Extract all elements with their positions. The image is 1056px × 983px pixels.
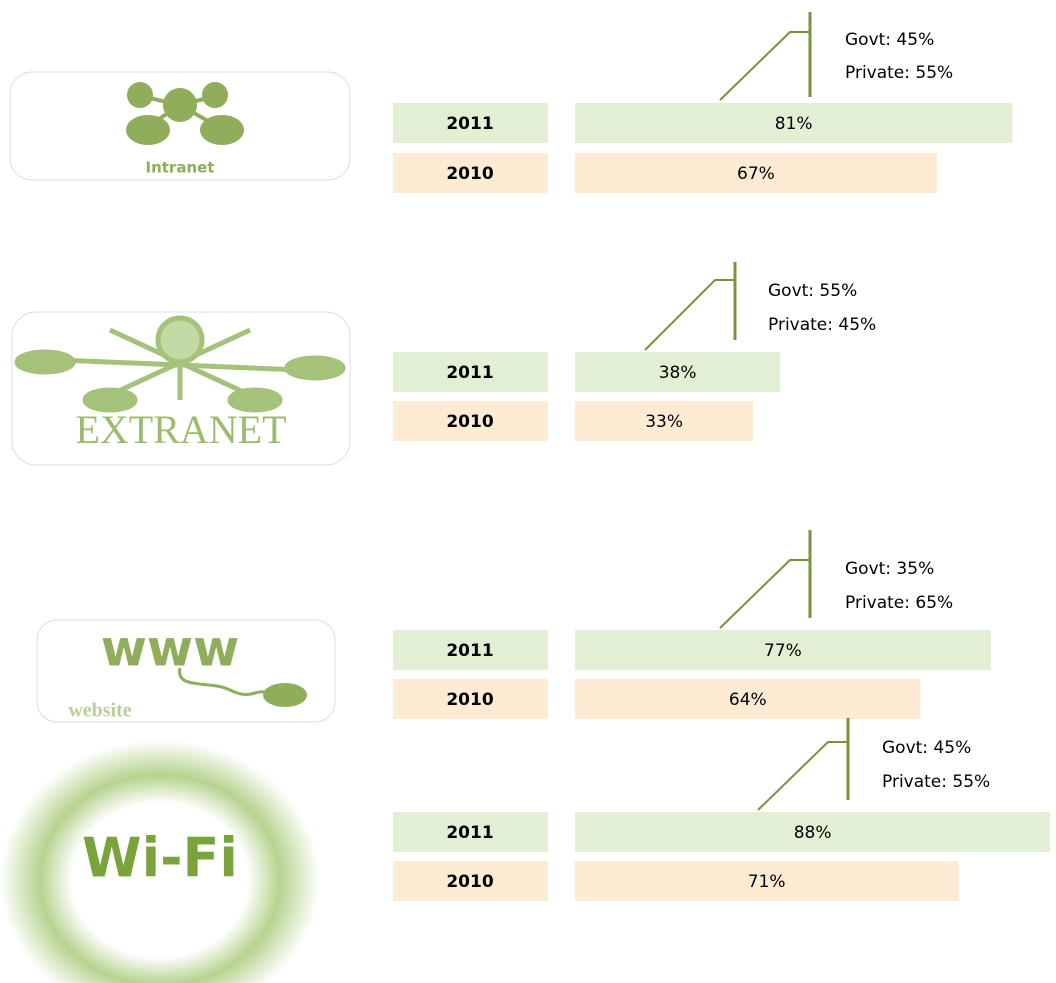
value-label: 71% <box>748 872 786 892</box>
infographic: Intranet 2011 81% 2010 67% Govt: 45% Private: … <box>0 0 1056 983</box>
year-label: 2011 <box>446 823 493 843</box>
value-label: 67% <box>737 164 775 184</box>
icon-label: EXTRANET <box>75 407 286 452</box>
icon-label: Intranet <box>146 159 215 177</box>
icon-label: www <box>101 620 240 678</box>
annotation: Private: 45% <box>768 315 876 335</box>
year-label: 2010 <box>446 412 493 432</box>
year-label: 2010 <box>446 690 493 710</box>
icon-label: website <box>68 700 131 722</box>
callout-line <box>758 742 848 810</box>
value-label: 81% <box>775 114 813 134</box>
annotation: Private: 55% <box>882 772 990 792</box>
value-label: 38% <box>659 363 697 383</box>
value-label: 64% <box>729 690 767 710</box>
callout-line <box>720 32 810 100</box>
annotation: Private: 65% <box>845 593 953 613</box>
value-label: 77% <box>764 641 802 661</box>
annotation: Govt: 45% <box>882 738 971 758</box>
year-label: 2010 <box>446 164 493 184</box>
callout-line <box>645 280 735 350</box>
year-label: 2010 <box>446 872 493 892</box>
value-label: 88% <box>794 823 832 843</box>
year-label: 2011 <box>446 363 493 383</box>
annotation: Govt: 45% <box>845 30 934 50</box>
year-label: 2011 <box>446 641 493 661</box>
year-label: 2011 <box>446 114 493 134</box>
annotation: Private: 55% <box>845 63 953 83</box>
callout-line <box>720 560 810 628</box>
icon-label: Wi-Fi <box>82 827 238 890</box>
annotation: Govt: 55% <box>768 281 857 301</box>
value-label: 33% <box>645 412 683 432</box>
annotation: Govt: 35% <box>845 559 934 579</box>
